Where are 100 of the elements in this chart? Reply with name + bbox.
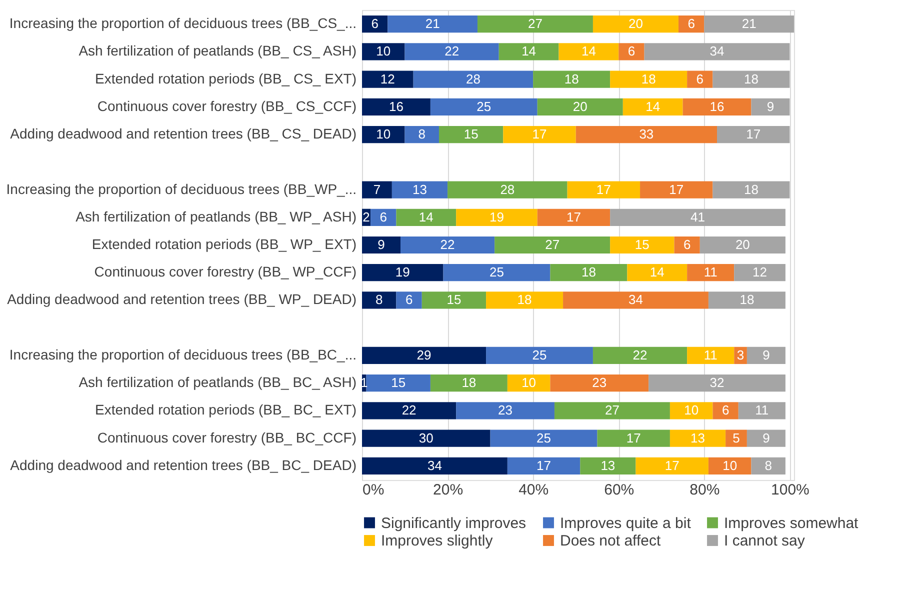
y-tick-label: Extended rotation periods (BB_ CS_ EXT) — [95, 70, 356, 86]
data-label: 21 — [425, 16, 440, 32]
bar — [708, 457, 752, 474]
data-label: 7 — [373, 182, 381, 197]
data-label: 10 — [376, 126, 391, 142]
bar — [567, 181, 640, 198]
bar — [362, 457, 508, 474]
bar — [404, 43, 499, 60]
bar — [597, 430, 670, 447]
bar — [396, 208, 456, 226]
bar — [404, 126, 439, 144]
data-label: 23 — [592, 375, 607, 390]
data-label: 10 — [684, 402, 699, 418]
bar — [622, 98, 683, 116]
y-tick-label: Adding deadwood and retention trees (BB_ BC_ DEAD) — [10, 456, 356, 473]
x-tick-label: 0% — [362, 482, 384, 498]
bar — [366, 374, 430, 392]
bar — [490, 430, 598, 447]
data-label: 34 — [427, 458, 442, 473]
data-label: 20 — [628, 16, 643, 32]
data-label: 16 — [388, 98, 404, 114]
bar — [503, 126, 576, 144]
data-label: 14 — [522, 44, 536, 59]
data-label: 6 — [371, 16, 378, 32]
y-tick-label: Extended rotation periods (BB_ WP_ EXT) — [92, 236, 356, 252]
data-label: 9 — [766, 98, 774, 114]
data-label: 6 — [688, 16, 695, 32]
legend-label: Does not affect — [560, 532, 662, 550]
bar — [636, 457, 708, 474]
data-label: 17 — [664, 458, 680, 473]
bar — [712, 181, 790, 198]
data-label: 25 — [476, 98, 492, 114]
bar — [648, 374, 786, 392]
bar — [670, 430, 726, 447]
data-label: 6 — [628, 44, 636, 59]
legend-label: I cannot say — [724, 532, 806, 550]
y-tick-label: Increasing the proportion of deciduous trees (BB_CS_... — [9, 15, 356, 32]
bar — [362, 16, 388, 33]
bar — [362, 430, 490, 447]
bar — [592, 16, 679, 33]
data-label: 15 — [464, 126, 478, 142]
legend-label: Significantly improves — [381, 514, 526, 532]
data-label: 14 — [581, 44, 596, 59]
data-label: 14 — [418, 209, 434, 224]
data-label: 13 — [600, 458, 616, 473]
data-label: 9 — [762, 347, 770, 362]
bar — [456, 402, 554, 420]
data-label: 17 — [669, 182, 684, 197]
data-label: 15 — [446, 292, 462, 308]
bar — [396, 292, 422, 309]
data-label: 20 — [572, 98, 588, 114]
bar — [751, 457, 786, 474]
data-label: 27 — [545, 237, 560, 252]
data-label: 8 — [418, 126, 426, 142]
x-tick-label: 60% — [604, 482, 634, 498]
legend-label: Improves quite a bit — [560, 514, 692, 532]
data-label: 17 — [746, 126, 761, 142]
bar — [704, 16, 794, 33]
data-label: 5 — [732, 430, 740, 446]
data-label: 22 — [440, 237, 455, 252]
bar — [362, 292, 396, 309]
data-label: 30 — [418, 430, 434, 446]
bar — [682, 98, 752, 116]
bar — [507, 457, 580, 474]
bar — [734, 264, 786, 282]
data-label: 14 — [646, 98, 660, 114]
data-label: 9 — [378, 237, 385, 252]
y-tick-label: Adding deadwood and retention trees (BB_ WP_ DEAD) — [7, 291, 356, 308]
bar — [726, 430, 747, 447]
bar — [670, 402, 713, 420]
x-tick-label: 80% — [690, 482, 720, 498]
bar — [533, 70, 610, 88]
data-label: 25 — [536, 430, 552, 446]
data-label: 17 — [566, 209, 581, 224]
data-label: 18 — [517, 292, 532, 308]
bar — [413, 70, 534, 88]
data-label: 27 — [604, 402, 620, 418]
data-label: 10 — [522, 375, 536, 390]
bar — [554, 402, 670, 420]
bar — [687, 264, 734, 282]
y-tick-label: Ash fertilization of peatlands (BB_ CS_ ASH) — [78, 42, 356, 59]
data-label: 28 — [466, 71, 480, 86]
bar — [644, 43, 790, 60]
data-label: 22 — [402, 402, 416, 418]
bar — [438, 126, 504, 144]
x-tick-label: 100% — [771, 482, 810, 498]
y-tick-label: Ash fertilization of peatlands (BB_ BC_ ASH) — [78, 374, 356, 390]
data-label: 17 — [532, 126, 547, 142]
bar — [550, 264, 628, 282]
y-tick-label: Extended rotation periods (BB_ BC_ EXT) — [95, 402, 356, 418]
bar — [610, 208, 786, 226]
data-label: 10 — [376, 44, 391, 59]
data-label: 11 — [704, 264, 718, 280]
data-label: 2 — [362, 209, 370, 224]
bar — [627, 264, 688, 282]
bar — [558, 43, 619, 60]
bar — [494, 236, 610, 254]
bar — [477, 16, 593, 33]
bar — [448, 181, 568, 198]
bar — [712, 402, 738, 420]
